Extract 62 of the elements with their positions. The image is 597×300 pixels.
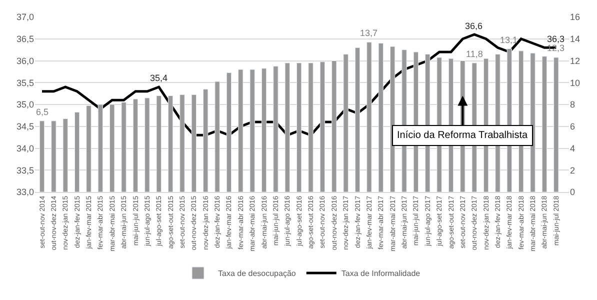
y-tick-label: 35,0 bbox=[16, 100, 34, 110]
bar bbox=[180, 94, 185, 192]
annotation: Início da Reforma Trabalhista bbox=[397, 130, 528, 141]
bar bbox=[308, 62, 314, 192]
data-label: 12,3 bbox=[547, 43, 565, 53]
bar bbox=[554, 57, 559, 192]
y-tick-label: 36,5 bbox=[16, 34, 34, 44]
bar bbox=[144, 98, 150, 192]
bar bbox=[191, 94, 196, 192]
bar bbox=[284, 62, 290, 192]
y2-tick-label: 2 bbox=[570, 165, 576, 176]
bar bbox=[250, 69, 255, 192]
data-label: 13,7 bbox=[360, 28, 378, 38]
bar bbox=[378, 43, 384, 192]
bar bbox=[214, 81, 220, 192]
y2-tick-label: 12 bbox=[570, 56, 580, 66]
legend-label: Taxa de Informalidade bbox=[341, 269, 421, 278]
bar bbox=[354, 47, 360, 192]
y-tick-label: 36,0 bbox=[16, 56, 34, 66]
y2-tick-label: 14 bbox=[570, 34, 580, 44]
data-label: 35,4 bbox=[150, 73, 168, 83]
bar bbox=[320, 62, 326, 192]
y-tick-label: 33,0 bbox=[16, 187, 34, 198]
y-tick-label: 33,5 bbox=[16, 165, 34, 176]
bar bbox=[366, 42, 372, 192]
bar bbox=[332, 60, 337, 192]
y2-tick-label: 10 bbox=[570, 78, 580, 88]
y-tick-label: 37,0 bbox=[16, 12, 34, 22]
y2-tick-label: 16 bbox=[570, 12, 580, 22]
y-tick-label: 34,5 bbox=[16, 122, 34, 132]
bar bbox=[226, 72, 232, 192]
bar bbox=[542, 56, 548, 192]
data-label: 36,3 bbox=[547, 34, 565, 44]
bar bbox=[156, 96, 162, 192]
bar bbox=[86, 105, 92, 192]
data-label: 36,6 bbox=[465, 21, 483, 31]
data-label: 13,1 bbox=[500, 35, 518, 45]
bar bbox=[121, 102, 126, 192]
bar bbox=[530, 52, 536, 192]
y2-tick-label: 8 bbox=[570, 100, 576, 110]
y-tick-label: 34,0 bbox=[16, 143, 34, 154]
bar bbox=[110, 104, 115, 192]
bar bbox=[343, 54, 348, 192]
bar bbox=[98, 104, 104, 192]
bar bbox=[74, 112, 80, 192]
bar bbox=[203, 88, 208, 192]
bar bbox=[238, 69, 244, 192]
y2-tick-label: 4 bbox=[570, 143, 576, 154]
y-tick-label: 35,5 bbox=[16, 78, 34, 88]
bar bbox=[39, 120, 45, 192]
data-label: 11,8 bbox=[466, 49, 483, 59]
y2-tick-label: 6 bbox=[570, 122, 576, 132]
bar bbox=[261, 68, 267, 192]
bar bbox=[168, 96, 174, 192]
y2-tick-label: 0 bbox=[570, 187, 576, 198]
bar bbox=[62, 118, 68, 192]
bar bbox=[132, 98, 138, 192]
data-label: 6,5 bbox=[36, 107, 49, 117]
bar bbox=[51, 120, 56, 192]
bar bbox=[273, 66, 278, 192]
bar bbox=[296, 62, 302, 192]
legend-label: Taxa de desocupação bbox=[218, 269, 296, 278]
